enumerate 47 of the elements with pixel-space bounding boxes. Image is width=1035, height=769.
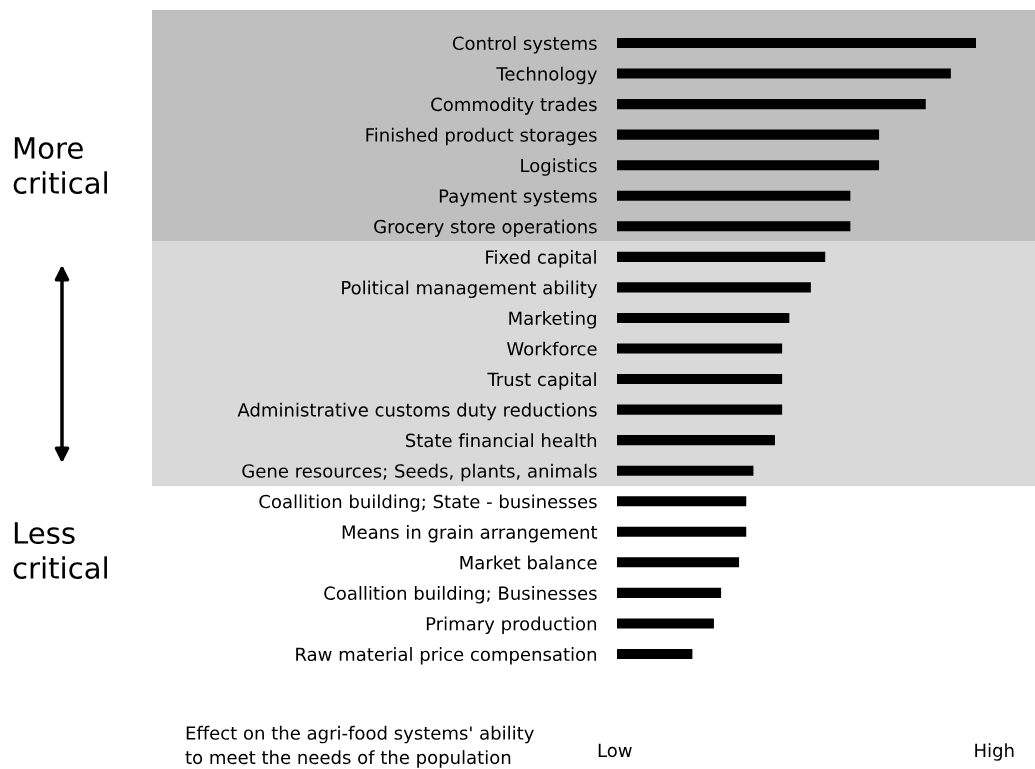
bar xyxy=(617,343,783,354)
y-tick-label: Trust capital xyxy=(487,372,596,390)
text: More critical xyxy=(13,137,107,194)
y-tick-label: Means in grain arrangement xyxy=(342,524,598,543)
y-tick-label: Raw material price compensation xyxy=(296,647,597,665)
y-tick-label: Marketing xyxy=(509,311,596,329)
y-tick-label: Coallition building; State - businesses xyxy=(259,494,597,512)
y-tick-label: Grocery store operations xyxy=(374,219,597,237)
bar xyxy=(617,618,714,629)
bar xyxy=(617,160,880,171)
y-tick-label: Coallition building; Businesses xyxy=(324,586,597,604)
y-tick-label: Commodity trades xyxy=(431,97,597,115)
y-tick-label: Market balance xyxy=(460,555,597,570)
bar xyxy=(617,190,851,201)
y-tick-label: Control systems xyxy=(452,36,597,54)
y-tick-label: Logistics xyxy=(521,158,597,176)
bar xyxy=(617,312,790,323)
y-tick-label: Payment systems xyxy=(439,189,597,207)
bar xyxy=(617,251,826,262)
text: Low xyxy=(598,743,632,758)
y-tick-label: Fixed capital xyxy=(486,249,596,268)
y-tick-label: Workforce xyxy=(506,341,597,356)
y-tick-label: Technology xyxy=(496,66,598,85)
bar xyxy=(617,129,880,140)
y-tick-label: State financial health xyxy=(405,433,597,448)
bar xyxy=(617,496,747,507)
y-tick-label: Primary production xyxy=(426,616,597,635)
bar xyxy=(617,648,693,660)
bar xyxy=(617,435,775,446)
bar xyxy=(617,557,740,568)
bar xyxy=(617,374,783,385)
bar xyxy=(617,282,811,293)
bar xyxy=(617,587,722,598)
y-tick-label: Political management ability xyxy=(342,280,598,298)
bar xyxy=(617,99,926,110)
y-tick-label: Gene resources; Seeds, plants, animals xyxy=(242,463,597,482)
bar xyxy=(617,404,783,415)
text: High xyxy=(975,743,1014,761)
bar xyxy=(617,68,951,79)
bar xyxy=(617,526,747,537)
x-axis-title: Effect on the agri-food systems' ability to meet the needs of the population xyxy=(185,725,534,768)
bar xyxy=(617,221,851,232)
bar xyxy=(617,37,976,49)
text: Less critical xyxy=(13,522,107,579)
bar xyxy=(617,465,754,476)
y-tick-label: Administrative customs duty reductions xyxy=(237,402,597,421)
y-tick-label: Finished product storages xyxy=(366,127,597,146)
